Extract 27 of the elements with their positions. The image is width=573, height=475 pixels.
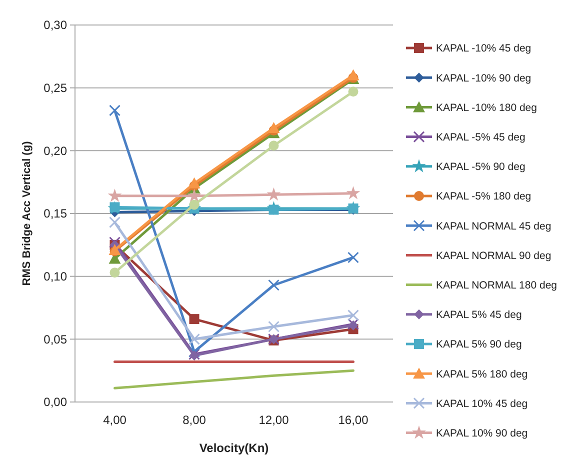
legend-label: KAPAL 5% 45 deg xyxy=(436,309,522,322)
y-tick-label: 0,05 xyxy=(44,332,68,346)
legend-label: KAPAL -5% 90 deg xyxy=(436,161,526,174)
y-tick-label: 0,25 xyxy=(44,81,68,96)
x-tick-label: 4,00 xyxy=(103,413,127,427)
legend-label: KAPAL -10% 90 deg xyxy=(436,72,532,84)
legend-label: KAPAL NORMAL 90 deg xyxy=(436,250,552,262)
y-tick-label: 0,15 xyxy=(44,206,68,221)
legend-label: KAPAL -5% 180 deg xyxy=(436,190,532,203)
x-tick-label: 12,00 xyxy=(258,413,290,427)
legend-label: KAPAL -10% 180 deg xyxy=(436,102,538,114)
y-tick-label: 0,00 xyxy=(44,395,68,410)
y-tick-label: 0,30 xyxy=(44,18,68,32)
legend-label: KAPAL 5% 180 deg xyxy=(436,368,528,380)
legend-label: KAPAL 10% 45 deg xyxy=(436,398,528,410)
legend-label: KAPAL NORMAL 45 deg xyxy=(436,220,552,232)
legend-label: KAPAL 5% 90 deg xyxy=(436,338,522,351)
legend-label: KAPAL NORMAL 180 deg xyxy=(436,279,558,292)
x-axis-title: Velocity(Kn) xyxy=(199,441,269,455)
y-axis-title: RMS Bridge Acc Vertical (g) xyxy=(21,140,33,286)
y-tick-label: 0,20 xyxy=(44,144,68,158)
x-tick-label: 16,00 xyxy=(338,413,369,427)
legend-label: KAPAL -10% 45 deg xyxy=(436,42,532,55)
legend-label: KAPAL -5% 45 deg xyxy=(436,131,526,144)
legend-label: KAPAL 10% 90 deg xyxy=(436,427,528,440)
y-tick-label: 0,10 xyxy=(44,270,68,284)
x-tick-label: 8,00 xyxy=(182,413,206,427)
